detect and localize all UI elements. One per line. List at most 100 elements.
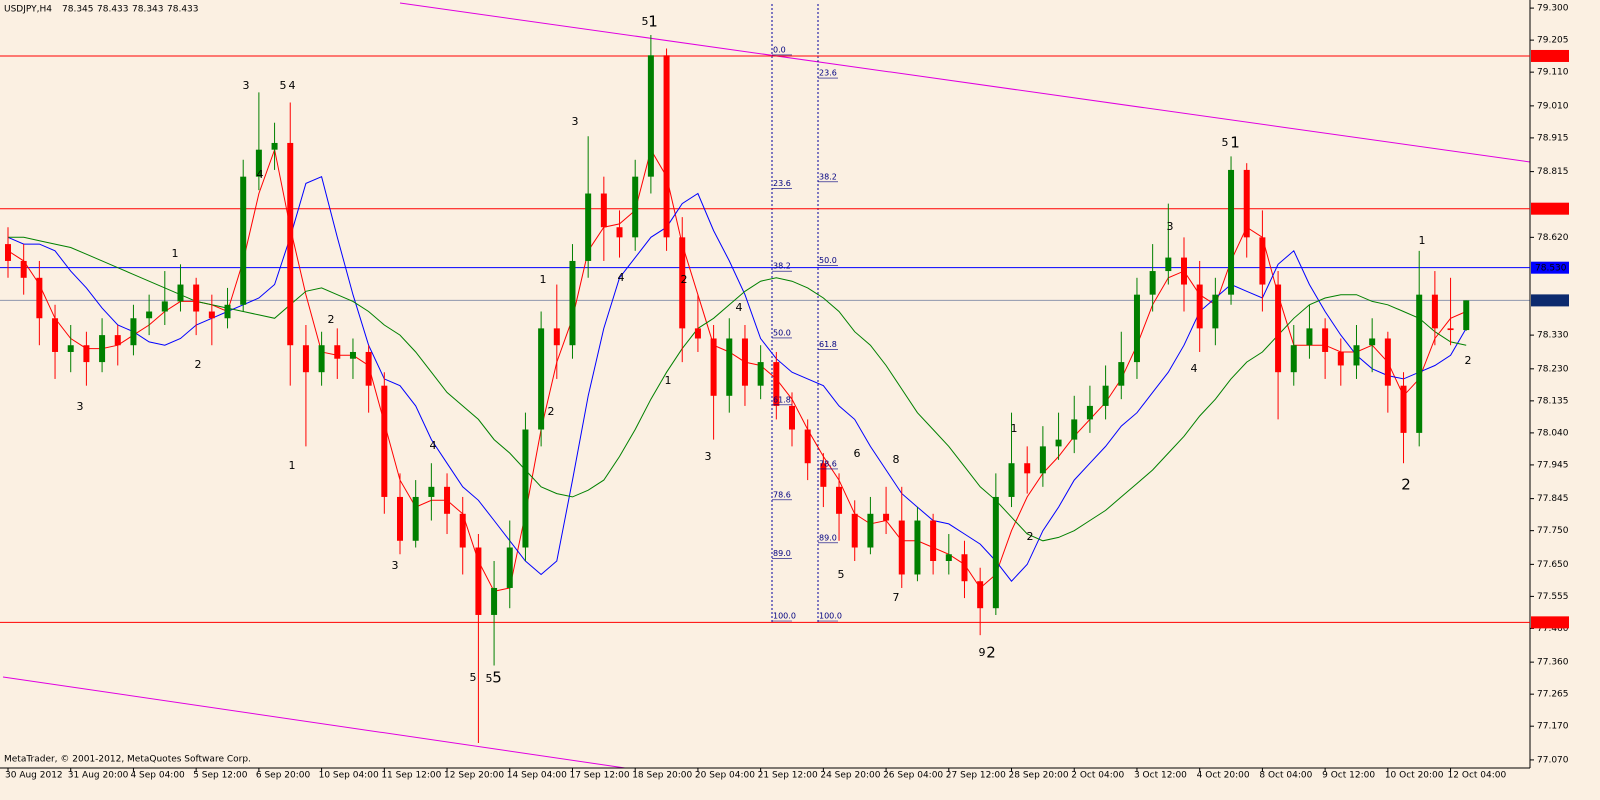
fib-label: 78.6 [773,490,791,499]
x-tick-label: 3 Oct 12:00 [1134,771,1187,781]
quote-low: 78.343 [132,5,164,15]
x-tick-label: 6 Sep 20:00 [256,771,311,781]
fib-label: 89.0 [773,549,791,558]
candle-body [146,311,153,319]
wave-label: 1 [665,374,672,387]
candle-body [1102,385,1109,406]
candle-body [36,277,43,319]
y-tick-label: 77.460 [1537,624,1569,634]
candle-body [992,496,999,609]
candle-body [820,463,827,487]
x-tick-label: 12 Oct 04:00 [1448,771,1507,781]
y-tick-label: 77.750 [1537,526,1569,536]
x-tick-label: 26 Sep 04:00 [883,771,943,781]
fib-label: 38.2 [819,172,837,181]
wave-label: 5 [280,79,287,92]
y-tick-label: 77.845 [1537,494,1569,504]
candle-body [208,311,215,319]
y-tick-label: 79.010 [1537,101,1569,111]
wave-label: 3 [392,559,399,572]
candle-body [883,513,890,521]
x-tick-label: 2 Oct 04:00 [1071,771,1124,781]
wave-label: 4 [618,271,625,284]
candle-body [694,328,701,339]
x-tick-label: 17 Sep 12:00 [569,771,629,781]
fib-label: 50.0 [819,256,837,265]
candle-body [1275,284,1282,373]
candle-body [741,338,748,386]
candle-body [522,429,529,548]
wave-label: 1 [1419,234,1426,247]
fib-label: 61.8 [773,395,791,404]
candle-body [710,338,717,396]
candle-body [1133,294,1140,363]
candle-body [240,176,247,305]
candle-body [1165,257,1172,272]
candle-body [130,318,137,346]
candle-body [945,554,952,561]
candle-body [930,520,937,561]
candle-body [1039,446,1046,474]
y-tick-label: 79.205 [1537,36,1569,46]
moving-average [7,176,1467,582]
wave-label: 4 [736,301,743,314]
candle-body [836,486,843,514]
candle-body [271,142,278,150]
candle-body [67,345,74,352]
x-tick-label: 20 Sep 04:00 [695,771,755,781]
y-tick-label: 77.945 [1537,460,1569,470]
candle-body [1181,257,1187,285]
candle-body [287,142,294,346]
candle-body [428,486,435,497]
fib-label: 23.6 [773,179,791,188]
fib-label: 89.0 [819,533,837,542]
x-tick-label: 14 Sep 04:00 [507,771,567,781]
candle-body [318,345,325,373]
candle-body [1384,338,1391,386]
candle-body [726,338,733,396]
candle-body [977,581,984,609]
candle-body [52,318,59,352]
y-tick-label: 78.620 [1537,233,1569,243]
x-tick-label: 4 Sep 04:00 [130,771,185,781]
x-tick-label: 5 Sep 12:00 [193,771,248,781]
wave-label: 2 [681,273,688,286]
price-box [1531,49,1569,62]
wave-label: 5 [838,568,845,581]
wave-label: 2 [328,313,335,326]
fib-label: 100.0 [819,611,842,620]
candle-body [1290,345,1297,373]
fib-label: 0.0 [773,45,786,54]
candle-body [914,520,921,575]
candle-body [867,513,874,548]
candle-body [1055,439,1062,447]
x-tick-label: 30 Aug 2012 [5,771,63,781]
candle-body [1149,271,1156,295]
wave-label: 5 [1222,136,1229,149]
candle-body [334,345,341,359]
y-tick-label: 77.360 [1537,658,1569,668]
candle-body [679,237,686,329]
y-tick-label: 77.650 [1537,560,1569,570]
y-tick-label: 78.135 [1537,396,1569,406]
x-tick-label: 27 Sep 12:00 [946,771,1006,781]
candle-body [600,193,607,228]
x-tick-label: 21 Sep 12:00 [758,771,818,781]
x-tick-label: 8 Oct 04:00 [1259,771,1312,781]
candle-body [114,335,121,346]
credit: MetaTrader, © 2001-2012, MetaQuotes Soft… [4,755,251,765]
candle-body [99,335,106,363]
wave-label: 9 [979,646,986,659]
trend-line [2,676,626,769]
candle-body [475,547,482,615]
x-tick-label: 28 Sep 20:00 [1009,771,1069,781]
wave-label: 1 [648,13,658,31]
candle-body [1400,385,1407,433]
price-box [1531,294,1569,307]
candle-body [1086,405,1093,420]
wave-label: 6 [854,447,861,460]
candle-body [1322,328,1329,352]
price-box-label: 78.530 [1535,264,1567,274]
